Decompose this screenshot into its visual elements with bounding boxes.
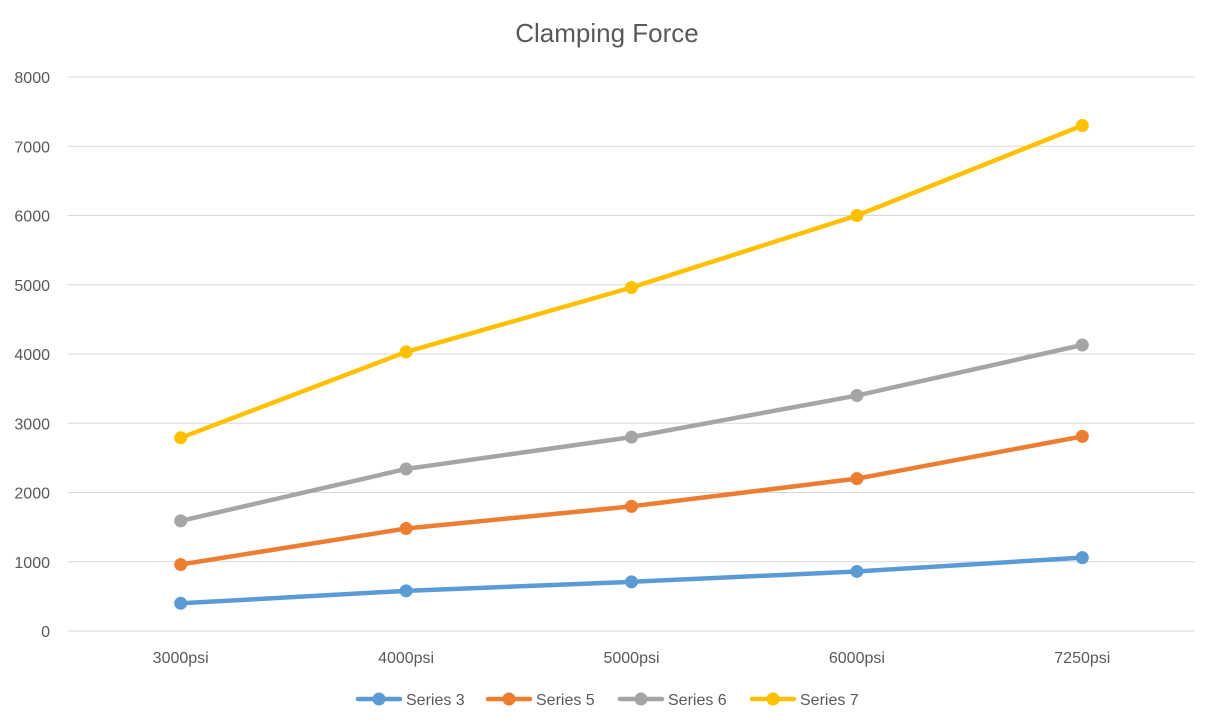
x-tick-label: 6000psi [829,650,885,667]
series-series-7 [174,118,1089,445]
x-axis: 3000psi 4000psi 5000psi 6000psi 7250psi [153,650,1111,667]
legend-marker-swatch [766,692,780,706]
data-point [850,564,864,578]
legend-item: Series 5 [485,692,595,709]
data-point [625,430,638,444]
data-point [1075,551,1089,565]
data-point [625,499,638,513]
data-point [399,584,413,598]
y-axis: 0 1000 2000 3000 4000 5000 6000 7000 8000 [14,70,50,641]
y-tick-label: 1000 [14,555,50,572]
legend-item: Series 7 [749,692,859,709]
legend-item: Series 6 [617,692,727,709]
data-point [850,209,864,222]
y-tick-label: 5000 [14,278,50,295]
x-tick-label: 4000psi [378,650,434,667]
data-point [1075,338,1089,352]
y-tick-label: 6000 [14,209,50,226]
legend-label: Series 5 [536,692,595,709]
data-point [399,462,413,476]
y-tick-label: 3000 [14,416,50,433]
legend-label: Series 6 [668,692,727,709]
legend-label: Series 7 [800,692,859,709]
data-point [174,558,188,572]
x-tick-label: 3000psi [153,650,209,667]
series-series-6 [174,338,1089,528]
chart-title: Clamping Force [515,18,699,48]
legend: Series 3 Series 5 Series 6 Series 7 [355,692,859,709]
y-tick-label: 0 [41,624,50,641]
y-tick-label: 7000 [14,139,50,156]
legend-marker-swatch [634,692,648,706]
series-lines [174,118,1089,610]
gridlines [68,76,1195,632]
y-tick-label: 8000 [14,70,50,87]
data-point [174,514,188,528]
data-point [850,472,864,486]
x-tick-label: 7250psi [1054,650,1110,667]
data-point [174,596,188,610]
y-tick-label: 4000 [14,347,50,364]
data-point [850,389,864,403]
data-point [174,431,188,445]
series-series-3 [174,551,1089,610]
legend-marker-swatch [372,692,386,706]
data-point [625,281,638,295]
series-series-5 [174,429,1089,572]
y-tick-label: 2000 [14,486,50,503]
legend-label: Series 3 [406,692,465,709]
data-point [399,345,413,359]
data-point [1075,118,1089,132]
data-point [1075,429,1089,443]
data-point [399,522,413,536]
legend-marker-swatch [502,692,516,706]
data-point [625,575,638,589]
legend-item: Series 3 [355,692,465,709]
x-tick-label: 5000psi [603,650,659,667]
